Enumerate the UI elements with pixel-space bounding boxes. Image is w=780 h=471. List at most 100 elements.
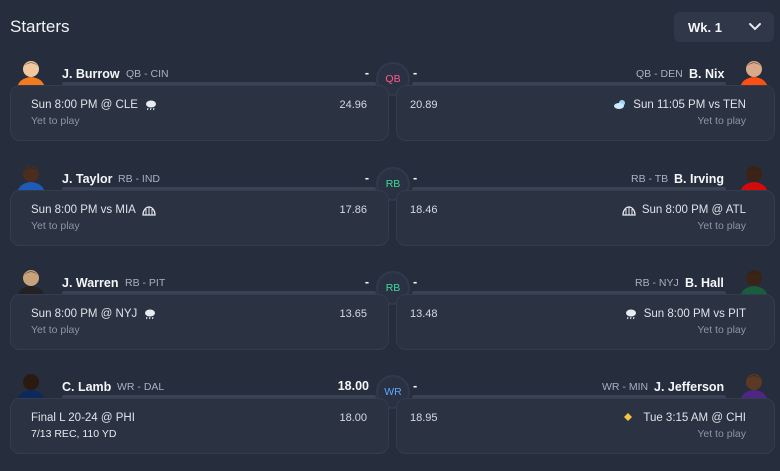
player-position-team: QB - CIN <box>126 68 169 80</box>
divider <box>412 187 726 191</box>
divider <box>62 291 376 295</box>
matchup-row: J. Burrow QB - CIN - QB - QB - DEN B. Nix Sun 8… <box>0 58 780 158</box>
dome-icon <box>142 204 156 216</box>
projected-points: 18.95 <box>410 412 438 424</box>
player-points: 18.00 <box>337 379 369 393</box>
player-avatar[interactable] <box>13 58 49 88</box>
page-title: Starters <box>10 17 70 36</box>
player-points: - <box>413 66 418 80</box>
divider <box>412 395 726 399</box>
player-name[interactable]: J. Taylor <box>62 172 113 186</box>
dome-icon <box>622 204 636 216</box>
player-status: 7/13 REC, 110 YD <box>31 428 117 440</box>
slot-label: RB <box>385 282 401 294</box>
projected-points: 13.48 <box>410 308 438 320</box>
player-name[interactable]: J. Jefferson <box>654 380 725 394</box>
projected-points: 18.46 <box>410 204 438 216</box>
player-position-team: RB - IND <box>118 173 160 185</box>
player-avatar[interactable] <box>736 163 772 193</box>
player-card[interactable]: Sun 8:00 PM @ CLE Yet to play 24.96 <box>10 85 389 141</box>
player-name[interactable]: B. Hall <box>685 276 724 290</box>
game-info: Sun 8:00 PM @ NYJ <box>31 308 157 320</box>
divider <box>412 82 726 86</box>
game-time: Sun 8:00 PM @ ATL <box>641 204 746 216</box>
player-avatar[interactable] <box>13 163 49 193</box>
game-info: Sun 8:00 PM vs PIT <box>624 308 746 320</box>
game-time: Sun 8:00 PM @ NYJ <box>31 308 138 320</box>
rain-cloud-icon <box>624 308 638 320</box>
player-name[interactable]: J. Warren <box>62 276 119 290</box>
game-info: Sun 8:00 PM vs MIA <box>31 204 156 216</box>
player-name[interactable]: B. Nix <box>689 67 725 81</box>
slot-label: WR <box>384 386 402 398</box>
player-position-team: RB - NYJ <box>635 277 679 289</box>
player-avatar[interactable] <box>736 267 772 297</box>
player-card[interactable]: Final L 20-24 @ PHI 7/13 REC, 110 YD 18.00 <box>10 398 389 454</box>
player-name[interactable]: B. Irving <box>674 172 725 186</box>
player-position-team: RB - TB <box>631 173 669 185</box>
player-status: Yet to play <box>697 115 746 127</box>
player-name[interactable]: C. Lamb <box>62 380 112 394</box>
player-status: Yet to play <box>31 220 80 232</box>
projected-points: 24.96 <box>339 99 367 111</box>
player-points: - <box>413 379 418 393</box>
divider <box>62 82 376 86</box>
diamond-icon <box>623 412 637 424</box>
slot-label: RB <box>385 178 401 190</box>
player-points: - <box>413 275 418 289</box>
player-name[interactable]: J. Burrow <box>62 67 120 81</box>
game-info: Final L 20-24 @ PHI <box>31 412 135 424</box>
game-time: Sun 8:00 PM vs PIT <box>643 308 746 320</box>
game-time: Sun 8:00 PM @ CLE <box>31 99 138 111</box>
game-time: Sun 11:05 PM vs TEN <box>633 99 746 111</box>
game-info: Tue 3:15 AM @ CHI <box>623 412 746 424</box>
player-position-team: WR - MIN <box>602 381 649 393</box>
projected-points: 13.65 <box>339 308 367 320</box>
player-card[interactable]: Sun 8:00 PM @ NYJ Yet to play 13.65 <box>10 294 389 350</box>
partly-cloudy-icon <box>613 99 627 111</box>
game-info: Sun 8:00 PM @ CLE <box>31 99 158 111</box>
player-points: - <box>364 66 369 80</box>
projected-points: 18.00 <box>339 412 367 424</box>
divider <box>412 291 726 295</box>
player-card[interactable]: 13.48 Sun 8:00 PM vs PIT Yet to play <box>396 294 775 350</box>
player-points: - <box>413 171 418 185</box>
game-time: Tue 3:15 AM @ CHI <box>643 412 746 424</box>
player-avatar[interactable] <box>13 267 49 297</box>
player-avatar[interactable] <box>13 371 49 401</box>
projected-points: 20.89 <box>410 99 438 111</box>
divider <box>62 187 376 191</box>
week-select-label: Wk. 1 <box>688 19 722 35</box>
player-points: - <box>364 275 369 289</box>
game-time: Sun 8:00 PM vs MIA <box>31 204 136 216</box>
player-card[interactable]: 20.89 Sun 11:05 PM vs TEN Yet to play <box>396 85 775 141</box>
divider <box>62 395 376 399</box>
projected-points: 17.86 <box>339 204 367 216</box>
player-avatar[interactable] <box>736 58 772 88</box>
player-status: Yet to play <box>31 324 80 336</box>
player-card[interactable]: 18.46 Sun 8:00 PM @ ATL Yet to play <box>396 190 775 246</box>
week-select[interactable]: Wk. 1 <box>674 12 774 42</box>
player-status: Yet to play <box>697 324 746 336</box>
player-points: - <box>364 171 369 185</box>
slot-badge: QB <box>376 62 410 96</box>
player-card[interactable]: 18.95 Tue 3:15 AM @ CHI Yet to play <box>396 398 775 454</box>
game-time: Final L 20-24 @ PHI <box>31 412 135 424</box>
player-position-team: RB - PIT <box>125 277 166 289</box>
player-avatar[interactable] <box>736 371 772 401</box>
rain-cloud-icon <box>144 99 158 111</box>
matchup-row: C. Lamb WR - DAL 18.00 WR - WR - MIN J. Jeffer… <box>0 371 780 471</box>
player-status: Yet to play <box>31 115 80 127</box>
rain-cloud-icon <box>143 308 157 320</box>
game-info: Sun 8:00 PM @ ATL <box>622 204 746 216</box>
slot-label: QB <box>385 73 401 85</box>
player-status: Yet to play <box>697 428 746 440</box>
slot-badge: WR <box>376 375 410 409</box>
player-status: Yet to play <box>697 220 746 232</box>
player-position-team: WR - DAL <box>117 381 165 393</box>
matchup-row: J. Taylor RB - IND - RB - RB - TB B. Irving Sun… <box>0 163 780 263</box>
player-card[interactable]: Sun 8:00 PM vs MIA Yet to play 17.86 <box>10 190 389 246</box>
game-info: Sun 11:05 PM vs TEN <box>613 99 746 111</box>
player-position-team: QB - DEN <box>636 68 683 80</box>
chevron-down-icon <box>748 22 762 32</box>
